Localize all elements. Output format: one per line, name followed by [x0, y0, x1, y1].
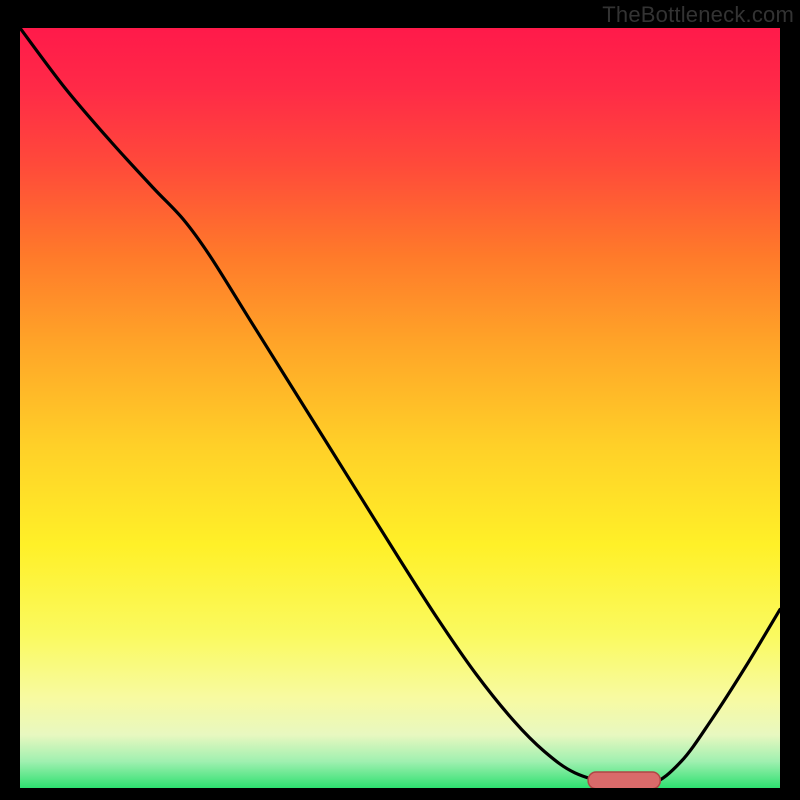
watermark-text: TheBottleneck.com	[602, 2, 794, 28]
plot-area	[20, 28, 780, 788]
gradient-chart-svg	[20, 28, 780, 788]
chart-stage: TheBottleneck.com	[0, 0, 800, 800]
optimal-zone-marker	[588, 772, 660, 788]
background-gradient-rect	[20, 28, 780, 788]
